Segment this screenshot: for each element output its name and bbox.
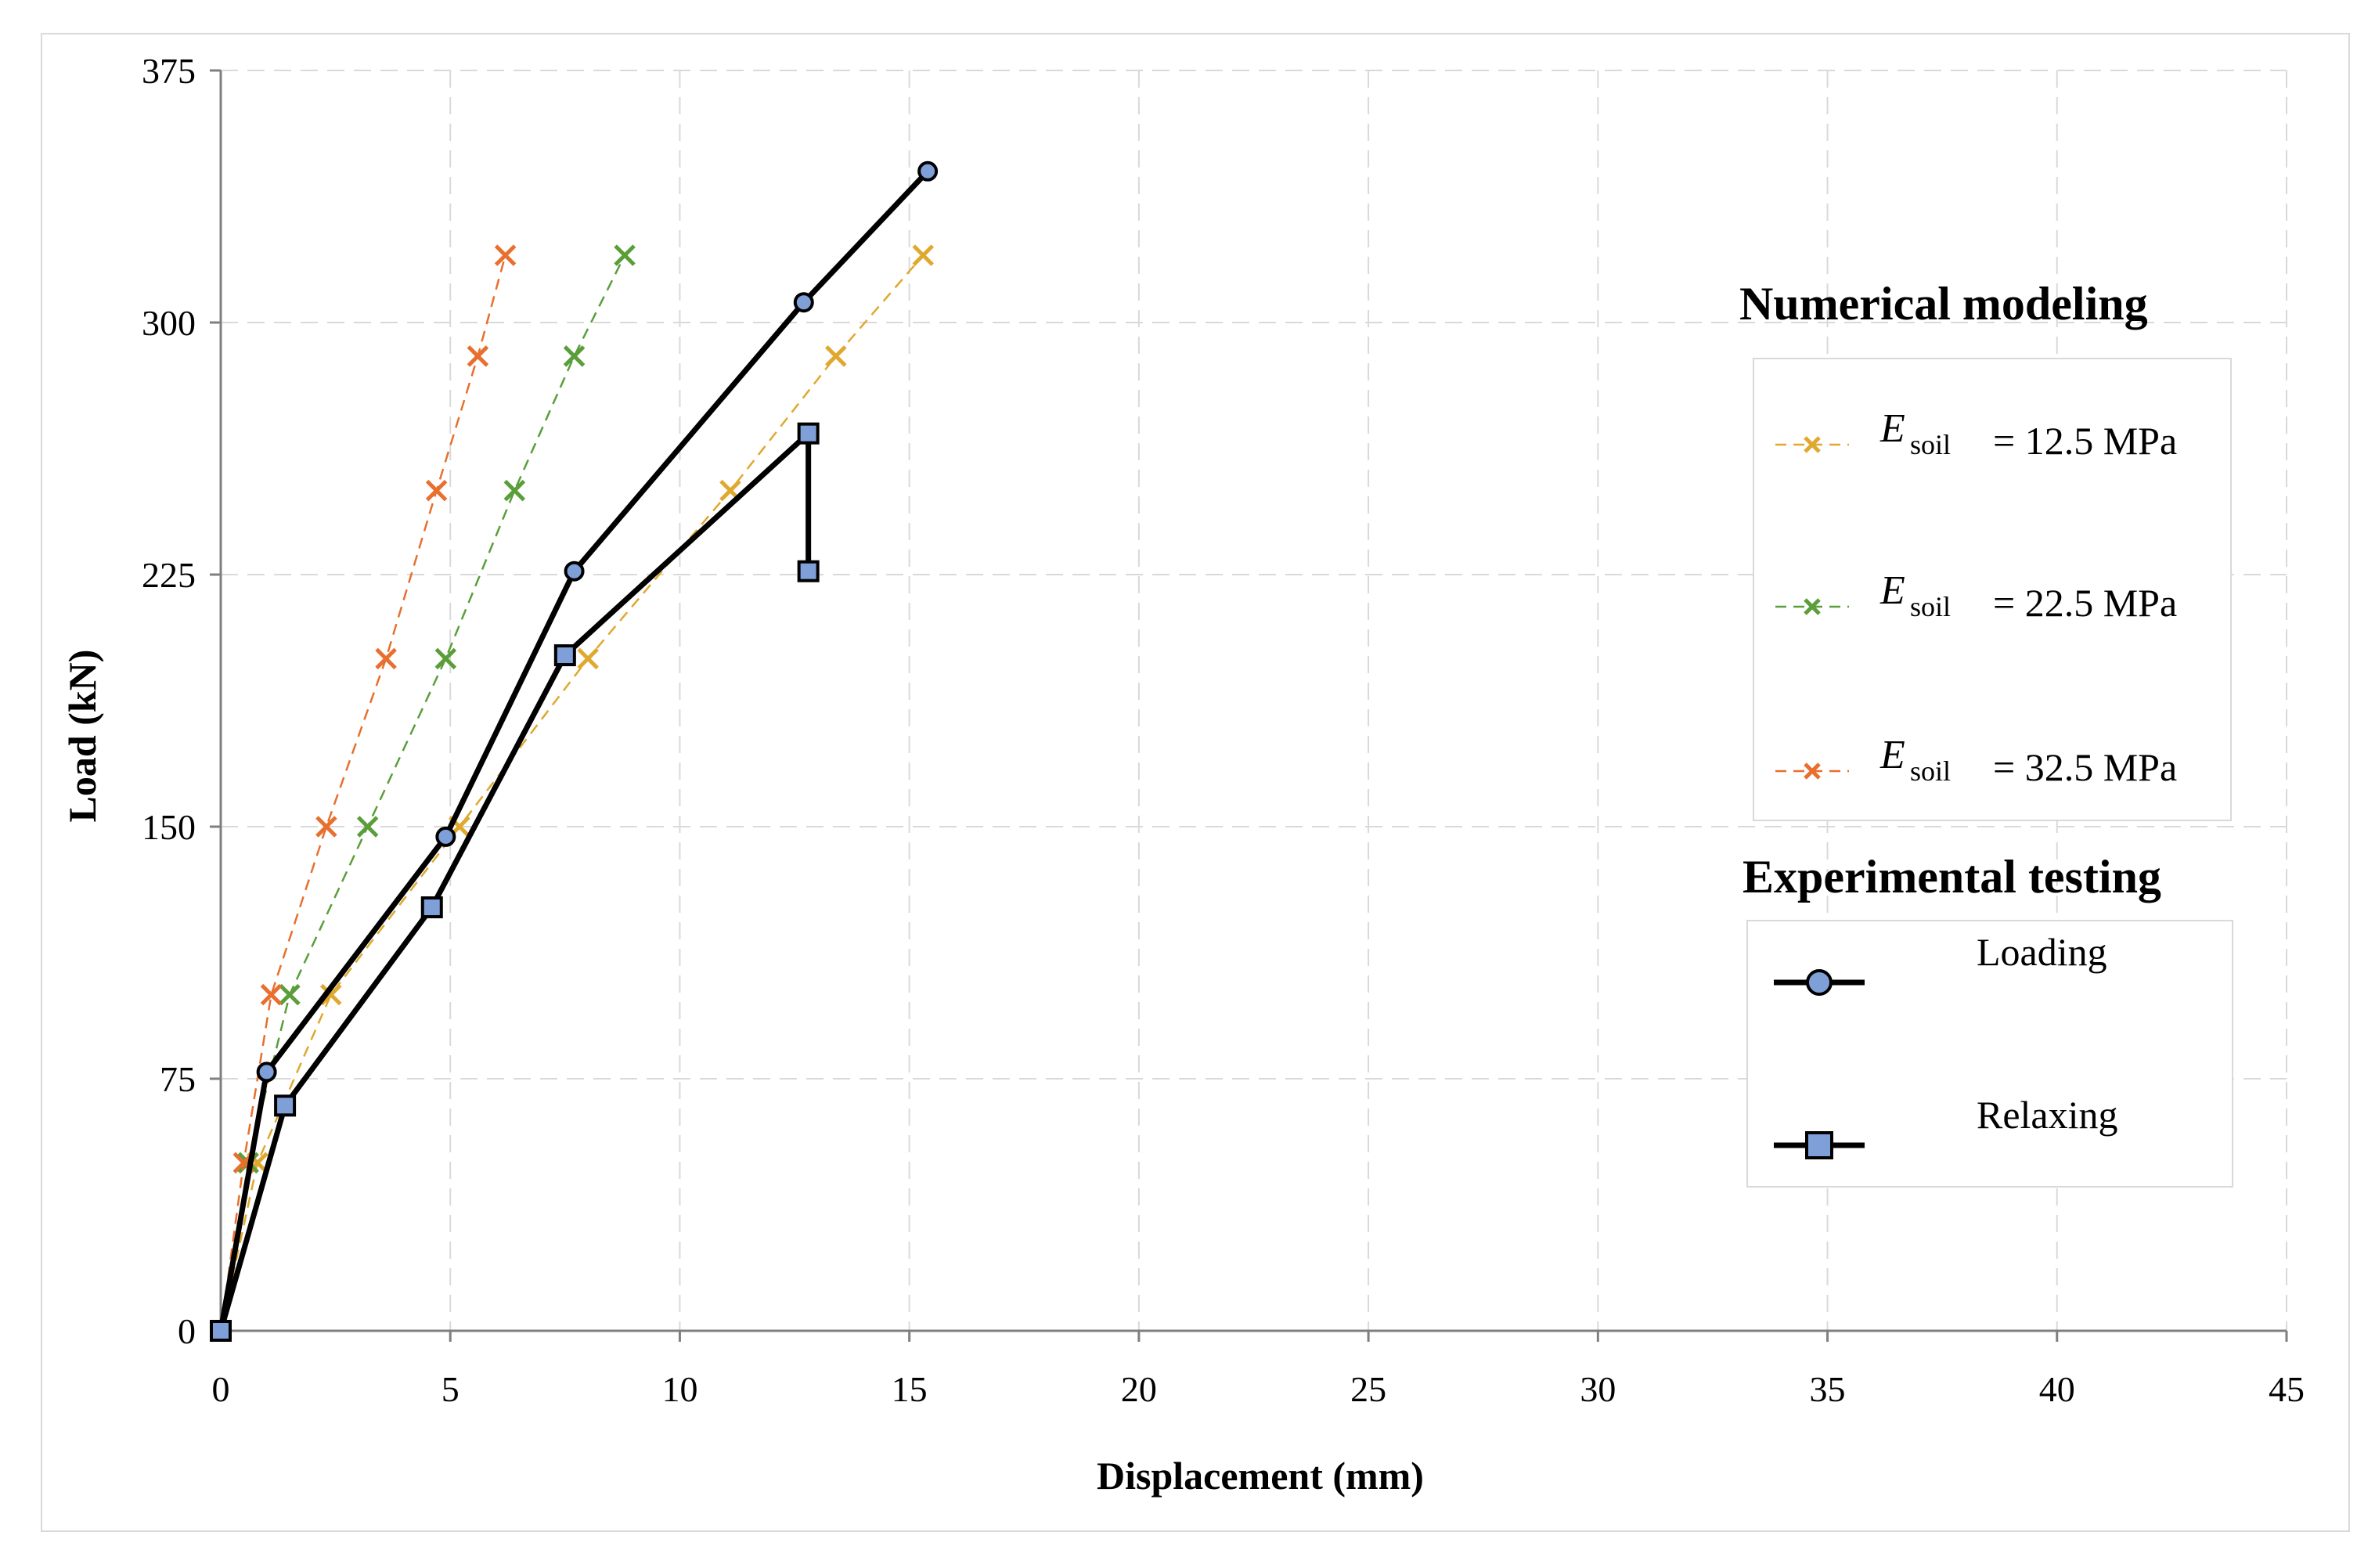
y-tick-label: 225	[142, 555, 196, 595]
x-tick-label: 40	[2039, 1369, 2075, 1409]
series-loading	[211, 160, 939, 1341]
legend-swatch-marker	[1805, 1131, 1833, 1159]
data-point	[274, 1094, 297, 1117]
axes	[210, 69, 2288, 1342]
series-line	[219, 254, 626, 1332]
legend-swatch-marker	[1804, 598, 1821, 615]
series-layer	[210, 160, 939, 1342]
legend-label-subscript: soil	[1910, 591, 1951, 622]
legend-label-symbol: E	[1879, 733, 1905, 777]
x-axis-title: Displacement (mm)	[1097, 1454, 1424, 1498]
y-tick-label: 150	[142, 807, 196, 847]
legend-label: Relaxing	[1977, 1093, 2118, 1137]
data-point	[256, 1062, 277, 1083]
data-point	[319, 983, 342, 1006]
data-point	[563, 345, 586, 367]
series-numerical-2	[219, 244, 636, 1332]
legend-label-symbol: E	[1879, 406, 1905, 451]
data-point	[553, 644, 576, 667]
x-tick-label: 35	[1810, 1369, 1846, 1409]
x-tick-label: 30	[1580, 1369, 1616, 1409]
series-numerical-3	[219, 244, 517, 1332]
data-point	[614, 244, 636, 266]
y-tick-label: 75	[160, 1059, 196, 1099]
data-point	[467, 345, 489, 367]
legend-label-subscript: soil	[1910, 429, 1951, 460]
data-point	[825, 345, 847, 367]
legend-label: Loading	[1977, 930, 2107, 974]
legend-swatch-marker	[1804, 436, 1821, 453]
y-tick-label: 300	[142, 303, 196, 343]
data-point	[375, 647, 397, 670]
legend-label-value: = 32.5 MPa	[1993, 745, 2177, 789]
series-line	[218, 431, 812, 1332]
y-axis-title: Load (kN)	[60, 650, 104, 823]
legend-title-numerical: Numerical modeling	[1739, 278, 2148, 330]
x-tick-label: 45	[2269, 1369, 2305, 1409]
data-point	[912, 244, 935, 266]
tick-labels: 0 5 10 15 20 25 30 35 40 45 0 75 150 225 300 375	[142, 51, 2305, 1409]
series-line	[219, 254, 924, 1332]
y-tick-label: 0	[178, 1311, 196, 1351]
data-point	[917, 160, 939, 182]
legend-swatch-marker	[1804, 762, 1821, 780]
legend-label-value: = 12.5 MPa	[1993, 419, 2177, 463]
data-point	[564, 561, 585, 582]
x-tick-label: 20	[1121, 1369, 1157, 1409]
x-tick-label: 25	[1350, 1369, 1386, 1409]
x-tick-label: 5	[441, 1369, 460, 1409]
data-point	[434, 647, 457, 670]
data-point	[793, 292, 814, 313]
data-point	[494, 244, 517, 266]
data-point	[577, 647, 599, 670]
data-point	[356, 816, 379, 838]
x-tick-label: 10	[661, 1369, 697, 1409]
data-point	[797, 422, 820, 445]
legend-label-value: = 22.5 MPa	[1993, 581, 2177, 625]
data-point	[260, 983, 283, 1006]
legend-item-loading: Loading	[1774, 930, 2107, 996]
data-point	[279, 983, 301, 1006]
legend-swatch-marker	[1806, 969, 1833, 996]
x-tick-label: 15	[892, 1369, 928, 1409]
x-tick-label: 0	[212, 1369, 230, 1409]
series-numerical-1	[219, 244, 935, 1332]
data-point	[315, 816, 337, 838]
data-point	[797, 560, 820, 582]
data-point	[425, 479, 448, 502]
legend-title-experimental: Experimental testing	[1743, 851, 2161, 903]
legend-label-symbol: E	[1879, 568, 1905, 613]
series-relaxing	[210, 422, 820, 1342]
y-tick-label: 375	[142, 51, 196, 91]
series-line	[218, 169, 930, 1332]
data-point	[503, 479, 526, 502]
data-point	[420, 896, 443, 919]
legend-box-numerical	[1753, 358, 2232, 821]
data-point	[210, 1320, 232, 1342]
legend-label-subscript: soil	[1910, 755, 1951, 787]
legend-experimental-entries: Loading Relaxing	[1774, 930, 2118, 1159]
legend-item-relaxing: Relaxing	[1774, 1093, 2118, 1159]
data-point	[435, 826, 456, 847]
